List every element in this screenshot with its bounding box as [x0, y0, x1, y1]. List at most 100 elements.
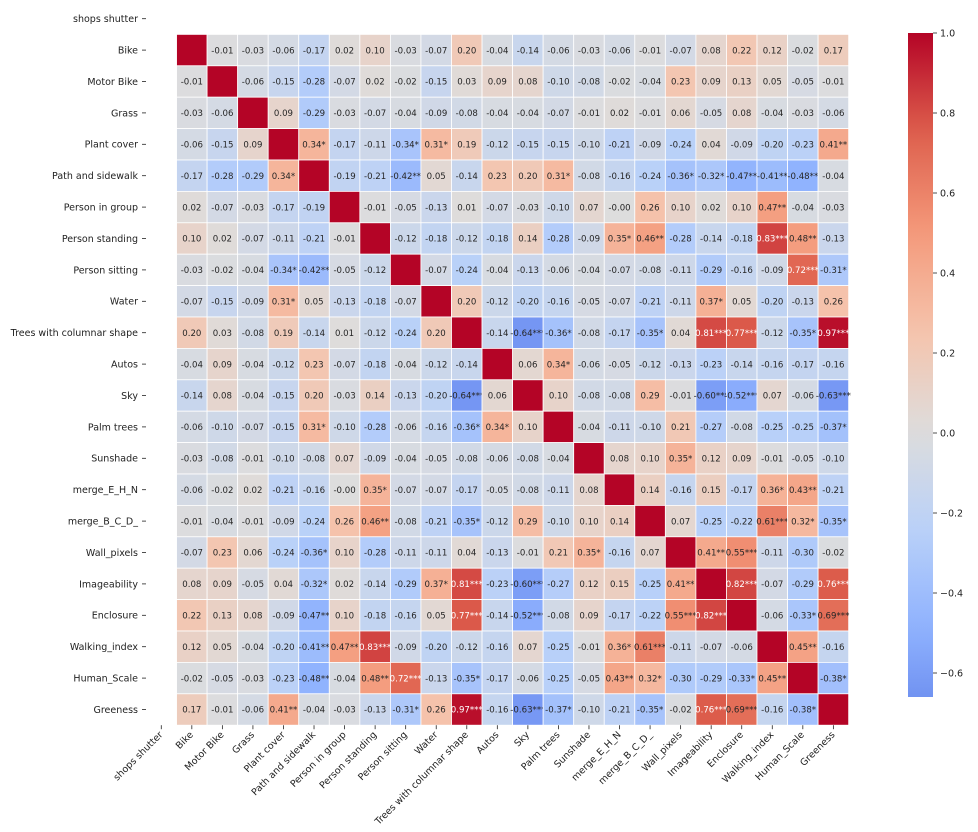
- heatmap-cell: [603, 190, 636, 224]
- cell-value-label: -0.21: [364, 172, 386, 182]
- heatmap-cell: [542, 693, 575, 726]
- heatmap-cell: [787, 159, 819, 192]
- heatmap-cell: [206, 442, 239, 475]
- cell-value-label: -0.07: [395, 486, 417, 496]
- cell-value-label: -0.06: [395, 423, 417, 433]
- cell-value-label: -0.06: [211, 109, 233, 119]
- heatmap-cell: [420, 504, 452, 538]
- cell-value-label: 0.34*: [486, 423, 510, 433]
- heatmap-cell: [267, 316, 300, 349]
- cell-value-label: -0.08: [456, 455, 478, 465]
- cell-value-label: -0.23: [486, 580, 508, 590]
- cell-value-label: -0.01: [578, 109, 600, 119]
- heatmap-cell: [756, 190, 788, 224]
- heatmap-cell: [603, 159, 636, 192]
- heatmap-cell: [726, 442, 758, 475]
- cell-value-label: -0.07: [181, 549, 203, 559]
- cell-value-label: -0.00: [608, 203, 630, 213]
- cell-value-label: 0.08: [610, 455, 629, 465]
- cell-value-label: 0.10: [335, 612, 354, 622]
- cell-value-label: -0.04: [547, 455, 569, 465]
- cell-value-label: -0.05: [425, 455, 447, 465]
- heatmap-cell: [237, 159, 269, 192]
- cell-value-label: 0.04: [457, 549, 476, 559]
- cell-value-label: -0.16: [486, 643, 508, 653]
- heatmap-cell: [542, 128, 575, 161]
- cell-value-label: 0.32*: [791, 517, 815, 527]
- heatmap-cell: [328, 630, 361, 663]
- heatmap-cell: [664, 693, 697, 726]
- cell-value-label: -0.11: [395, 549, 417, 559]
- cell-value-label: -0.16: [303, 486, 325, 496]
- heatmap-cell: [817, 285, 850, 318]
- cell-value-label: 0.10: [335, 549, 354, 559]
- heatmap-cell: [817, 630, 850, 663]
- heatmap-cell: [512, 379, 544, 412]
- cell-value-label: -0.13: [822, 235, 844, 245]
- cell-value-label: -0.16: [822, 360, 844, 370]
- heatmap-cell: [420, 347, 452, 381]
- heatmap-cell: [726, 190, 758, 224]
- cell-value-label: 0.04: [702, 141, 721, 151]
- heatmap-cell: [817, 34, 850, 67]
- heatmap-cell: [542, 222, 575, 255]
- heatmap-cell: [756, 65, 788, 98]
- heatmap-cell: [420, 567, 452, 601]
- cell-value-label: 0.35*: [577, 549, 601, 559]
- cell-value-label: -0.38*: [820, 674, 847, 684]
- heatmap-cell: [542, 599, 575, 632]
- cell-value-label: 0.08: [213, 392, 232, 402]
- heatmap-cell: [756, 285, 788, 318]
- cell-value-label: 0.05: [427, 612, 446, 622]
- cell-value-label: -0.29: [395, 580, 417, 590]
- cell-value-label: -0.01: [211, 46, 233, 56]
- heatmap-cell: [481, 630, 513, 663]
- heatmap-cell: [451, 96, 483, 129]
- heatmap-cell: [756, 379, 788, 412]
- heatmap-cell: [603, 599, 636, 632]
- heatmap-cell: [512, 536, 544, 569]
- heatmap-cell: [389, 662, 422, 695]
- heatmap-cell: [573, 693, 605, 726]
- heatmap-cell: [695, 567, 727, 601]
- cell-value-label: -0.08: [303, 455, 325, 465]
- cell-value-label: -0.05: [578, 674, 600, 684]
- x-tick-label: Bike: [174, 729, 196, 751]
- cell-value-label: -0.04: [181, 360, 203, 370]
- heatmap-cell: [267, 96, 300, 129]
- heatmap-cell: [695, 96, 727, 129]
- cell-value-label: -0.36*: [667, 172, 694, 182]
- cell-value-label: -0.21: [608, 141, 630, 151]
- cell-value-label: -0.31*: [820, 266, 847, 276]
- heatmap-cell: [817, 410, 850, 444]
- cell-value-label: -0.23: [700, 360, 722, 370]
- heatmap-cell: [389, 128, 422, 161]
- cell-value-label: -0.16: [395, 612, 417, 622]
- y-tick-label: Walking_index: [70, 642, 139, 653]
- heatmap-cell: [756, 410, 788, 444]
- cell-value-label: -0.08: [608, 392, 630, 402]
- heatmap-cell: [573, 504, 605, 538]
- heatmap-cell: [420, 599, 452, 632]
- heatmap-cell: [542, 567, 575, 601]
- cell-value-label: -0.52***: [724, 392, 760, 402]
- heatmap-cell: [298, 410, 330, 444]
- cell-value-label: -0.10: [578, 706, 600, 716]
- cell-value-label: -0.17: [731, 486, 753, 496]
- cell-value-label: -0.27: [547, 580, 569, 590]
- heatmap-cell: [756, 253, 788, 286]
- cell-value-label: -0.03: [395, 46, 417, 56]
- heatmap-cell: [787, 693, 819, 726]
- cell-value-label: 0.10: [366, 46, 385, 56]
- cell-value-label: -0.18: [425, 235, 447, 245]
- cell-value-label: -0.01: [333, 235, 355, 245]
- heatmap-cell: [389, 630, 422, 663]
- cell-value-label: 0.61***: [756, 517, 789, 527]
- heatmap-cell: [664, 567, 697, 601]
- cell-value-label: -0.03: [242, 674, 264, 684]
- cell-value-label: 0.07: [335, 455, 354, 465]
- heatmap-cell: [695, 442, 727, 475]
- heatmap-cell: [695, 662, 727, 695]
- cell-value-label: -0.34*: [270, 266, 297, 276]
- heatmap-cell: [298, 316, 330, 349]
